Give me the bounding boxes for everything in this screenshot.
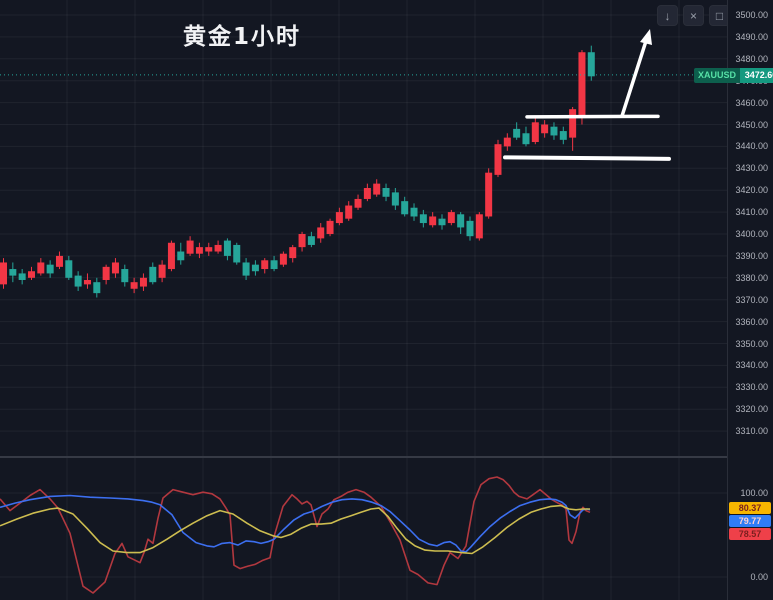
price-axis-label: 3430.00 [735, 163, 768, 174]
price-axis-label: 3410.00 [735, 207, 768, 218]
indicator-axis-label: 100.00 [740, 488, 768, 498]
fullscreen-square-icon: □ [715, 8, 724, 23]
indicator-value-badge: 78.57 [729, 528, 771, 540]
indicator-axis-label: 0.00 [750, 572, 768, 582]
price-axis-label: 3490.00 [735, 31, 768, 42]
symbol-label: XAUUSD [694, 68, 741, 83]
chart-title: 黄金1小时 [183, 24, 302, 50]
indicator-value-badge: 79.77 [729, 515, 771, 527]
price-axis-label: 3360.00 [735, 316, 768, 327]
price-axis-label: 3370.00 [735, 294, 768, 305]
price-axis-label: 3350.00 [735, 338, 768, 349]
price-axis-label: 3440.00 [735, 141, 768, 152]
price-axis-label: 3400.00 [735, 229, 768, 239]
last-price-value: 3472.66 [740, 68, 773, 83]
chart-toolbar: ↓ × □ [657, 5, 730, 26]
collapse-button[interactable]: × [683, 5, 704, 26]
collapse-diagonal-icon: × [689, 8, 697, 23]
price-axis-label: 3320.00 [735, 404, 768, 415]
price-axis[interactable]: 3500.003490.003480.003470.003460.003450.… [727, 0, 773, 600]
last-price-badge: XAUUSD 3472.66 [694, 68, 773, 83]
price-axis-label: 3380.00 [735, 272, 768, 283]
pane-separator[interactable] [0, 456, 773, 458]
price-axis-label: 3500.00 [735, 10, 768, 20]
price-axis-label: 3460.00 [735, 97, 768, 108]
price-axis-label: 3310.00 [735, 426, 768, 437]
price-axis-label: 3480.00 [735, 53, 768, 64]
indicator-pane[interactable] [0, 458, 727, 600]
download-button[interactable]: ↓ [657, 5, 678, 26]
price-axis-label: 3420.00 [735, 185, 768, 196]
price-axis-label: 3330.00 [735, 382, 768, 393]
price-axis-label: 3450.00 [735, 119, 768, 130]
main-price-pane[interactable] [0, 0, 727, 456]
indicator-value-badge: 80.37 [729, 502, 771, 514]
download-arrow-icon: ↓ [664, 8, 671, 23]
price-axis-label: 3390.00 [735, 250, 768, 261]
price-axis-label: 3340.00 [735, 360, 768, 371]
